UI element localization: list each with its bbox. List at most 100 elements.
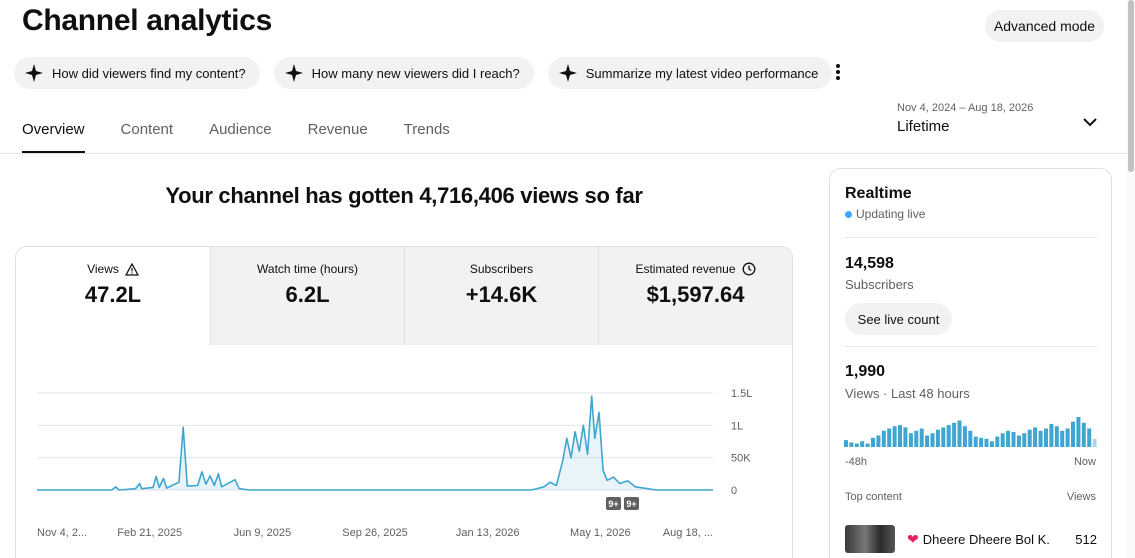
- video-views: 512: [1075, 531, 1097, 547]
- y-tick-label: 1L: [731, 420, 743, 432]
- metric-watch-time[interactable]: Watch time (hours) 6.2L: [210, 247, 404, 345]
- realtime-bar[interactable]: [908, 433, 913, 447]
- video-title[interactable]: Dheere Dheere Bol K...: [922, 531, 1051, 547]
- page-title: Channel analytics: [22, 4, 272, 37]
- realtime-bar[interactable]: [946, 425, 951, 447]
- sparkle-icon: [558, 64, 577, 82]
- clock-icon: [742, 262, 755, 276]
- more-vert-icon[interactable]: [830, 62, 846, 82]
- realtime-bar[interactable]: [957, 420, 962, 448]
- realtime-bar[interactable]: [1054, 426, 1059, 447]
- realtime-bar[interactable]: [849, 442, 854, 447]
- annotation-badge[interactable]: [624, 497, 639, 510]
- chip-label: How did viewers find my content?: [52, 65, 246, 81]
- views-chart[interactable]: 1.5L 1L 50K 0 Nov 4, 2... Feb 21, 2025 Jun 9, …: [16, 345, 793, 558]
- scrollbar-thumb[interactable]: [1128, 0, 1134, 172]
- realtime-bar[interactable]: [1033, 427, 1038, 447]
- realtime-bar[interactable]: [1038, 430, 1043, 447]
- realtime-bar[interactable]: [1000, 433, 1005, 447]
- realtime-bar[interactable]: [968, 430, 973, 447]
- top-content-item[interactable]: ❤ Dheere Dheere Bol K... 512: [845, 525, 1097, 553]
- chip-viewers-source[interactable]: How did viewers find my content?: [14, 57, 260, 89]
- realtime-bar[interactable]: [973, 436, 978, 447]
- realtime-bar[interactable]: [903, 427, 908, 447]
- realtime-bar[interactable]: [844, 440, 848, 447]
- see-live-count-button[interactable]: See live count: [845, 303, 952, 335]
- realtime-bar[interactable]: [952, 422, 957, 447]
- realtime-bar[interactable]: [925, 435, 930, 448]
- realtime-bar[interactable]: [995, 436, 1000, 447]
- realtime-bar[interactable]: [1049, 423, 1054, 447]
- realtime-bar[interactable]: [914, 430, 919, 447]
- realtime-bar[interactable]: [1060, 430, 1065, 447]
- realtime-bar[interactable]: [1016, 435, 1021, 448]
- realtime-bar[interactable]: [1092, 438, 1097, 447]
- tab-audience[interactable]: Audience: [209, 121, 272, 138]
- realtime-bar[interactable]: [1081, 422, 1086, 447]
- realtime-bar[interactable]: [1044, 428, 1048, 448]
- date-period-label[interactable]: Lifetime: [897, 118, 950, 135]
- realtime-bar[interactable]: [989, 441, 994, 447]
- realtime-bar[interactable]: [1011, 432, 1016, 447]
- sparkle-icon: [284, 64, 303, 82]
- sparkle-icon: [25, 64, 43, 82]
- metric-views[interactable]: Views 47.2L: [16, 247, 210, 345]
- tab-trends[interactable]: Trends: [403, 121, 450, 138]
- realtime-bar[interactable]: [898, 425, 902, 447]
- axis-start-label: -48h: [845, 456, 868, 468]
- realtime-bar[interactable]: [1076, 417, 1081, 447]
- tab-overview[interactable]: Overview: [22, 121, 85, 153]
- top-content-label: Top content: [845, 491, 902, 503]
- divider: [845, 237, 1097, 238]
- tab-content[interactable]: Content: [120, 121, 174, 138]
- x-tick-label: May 1, 2026: [570, 527, 631, 539]
- realtime-bar[interactable]: [930, 433, 935, 447]
- x-tick-label: Feb 21, 2025: [117, 527, 182, 539]
- metric-value: $1,597.64: [646, 282, 745, 307]
- realtime-bar[interactable]: [860, 441, 865, 447]
- y-tick-label: 1.5L: [731, 388, 752, 400]
- realtime-bar[interactable]: [1022, 433, 1027, 447]
- scrollbar-track[interactable]: [1127, 0, 1135, 558]
- y-tick-label: 0: [731, 485, 737, 497]
- realtime-bar-chart[interactable]: [844, 415, 1098, 447]
- realtime-bar[interactable]: [887, 428, 892, 448]
- annotation-label: 9+: [626, 499, 636, 509]
- realtime-bar[interactable]: [871, 437, 875, 447]
- annotation-badge[interactable]: [606, 497, 621, 510]
- realtime-bar[interactable]: [865, 443, 870, 448]
- subscribers-count: 14,598: [845, 255, 894, 272]
- realtime-bar[interactable]: [941, 427, 946, 447]
- metric-label: Watch time (hours): [257, 262, 358, 276]
- realtime-bar[interactable]: [892, 426, 897, 447]
- realtime-bar[interactable]: [979, 437, 984, 447]
- metric-revenue[interactable]: Estimated revenue $1,597.64: [598, 247, 792, 345]
- chip-new-viewers[interactable]: How many new viewers did I reach?: [273, 57, 534, 89]
- advanced-mode-button[interactable]: Advanced mode: [985, 10, 1104, 42]
- realtime-bar[interactable]: [984, 438, 989, 447]
- live-status-text: Updating live: [856, 207, 926, 221]
- live-status: Updating live: [845, 207, 925, 221]
- chip-summarize[interactable]: Summarize my latest video performance: [547, 57, 833, 89]
- realtime-bar[interactable]: [1027, 429, 1032, 447]
- realtime-bar[interactable]: [962, 426, 967, 447]
- chip-label: Summarize my latest video performance: [585, 65, 819, 81]
- realtime-bar[interactable]: [854, 443, 859, 448]
- annotation-label: 9+: [608, 499, 618, 509]
- realtime-bar[interactable]: [881, 430, 886, 447]
- video-thumbnail[interactable]: [845, 525, 895, 553]
- chevron-down-icon[interactable]: [1081, 113, 1099, 131]
- metric-subscribers[interactable]: Subscribers +14.6K: [404, 247, 598, 345]
- tab-revenue[interactable]: Revenue: [307, 121, 368, 138]
- realtime-bar[interactable]: [876, 435, 881, 448]
- realtime-bar[interactable]: [1071, 421, 1075, 447]
- realtime-bar[interactable]: [1065, 428, 1070, 448]
- realtime-bar[interactable]: [1087, 428, 1092, 448]
- realtime-bar[interactable]: [1006, 430, 1011, 447]
- series-line[interactable]: [37, 395, 713, 491]
- subscribers-label: Subscribers: [845, 277, 914, 292]
- chip-label: How many new viewers did I reach?: [311, 65, 520, 81]
- date-range[interactable]: Nov 4, 2024 – Aug 18, 2026: [897, 102, 1034, 114]
- realtime-bar[interactable]: [935, 429, 940, 447]
- realtime-bar[interactable]: [919, 428, 924, 448]
